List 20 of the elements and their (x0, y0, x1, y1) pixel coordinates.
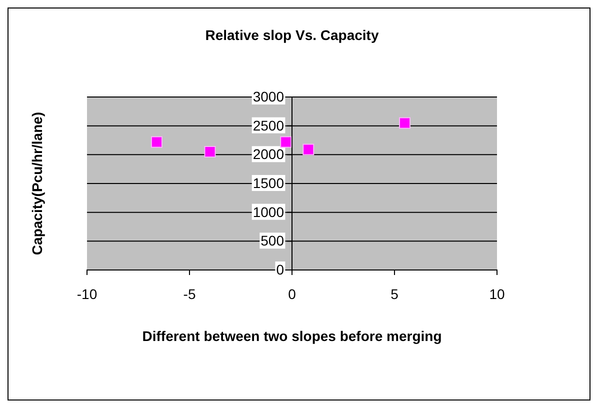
x-tick-label: -10 (76, 286, 98, 302)
x-tick-label: 10 (489, 286, 505, 302)
point (302, 144, 314, 156)
x-axis-title: Different between two slopes before merging (142, 328, 442, 344)
y-tick-label: 1000 (252, 204, 284, 220)
y-tick-label: 3000 (252, 88, 284, 104)
point (399, 117, 410, 129)
x-tick-label: -5 (183, 286, 196, 302)
y-tick-label: 2000 (252, 146, 284, 162)
y-tick-label: 500 (260, 232, 284, 249)
x-tick-label: 0 (288, 286, 296, 302)
chart-title: Relative slop Vs. Capacity (205, 27, 379, 43)
y-axis-title: Capacity(Pcu/hr/lane) (29, 112, 45, 256)
x-tick-label: 5 (390, 286, 399, 302)
point (150, 136, 162, 148)
y-tick-label: 2500 (252, 117, 284, 134)
point (204, 146, 216, 158)
y-tick-label: 1500 (252, 174, 284, 191)
y-tick-label: 0 (276, 261, 284, 278)
point (280, 136, 292, 148)
